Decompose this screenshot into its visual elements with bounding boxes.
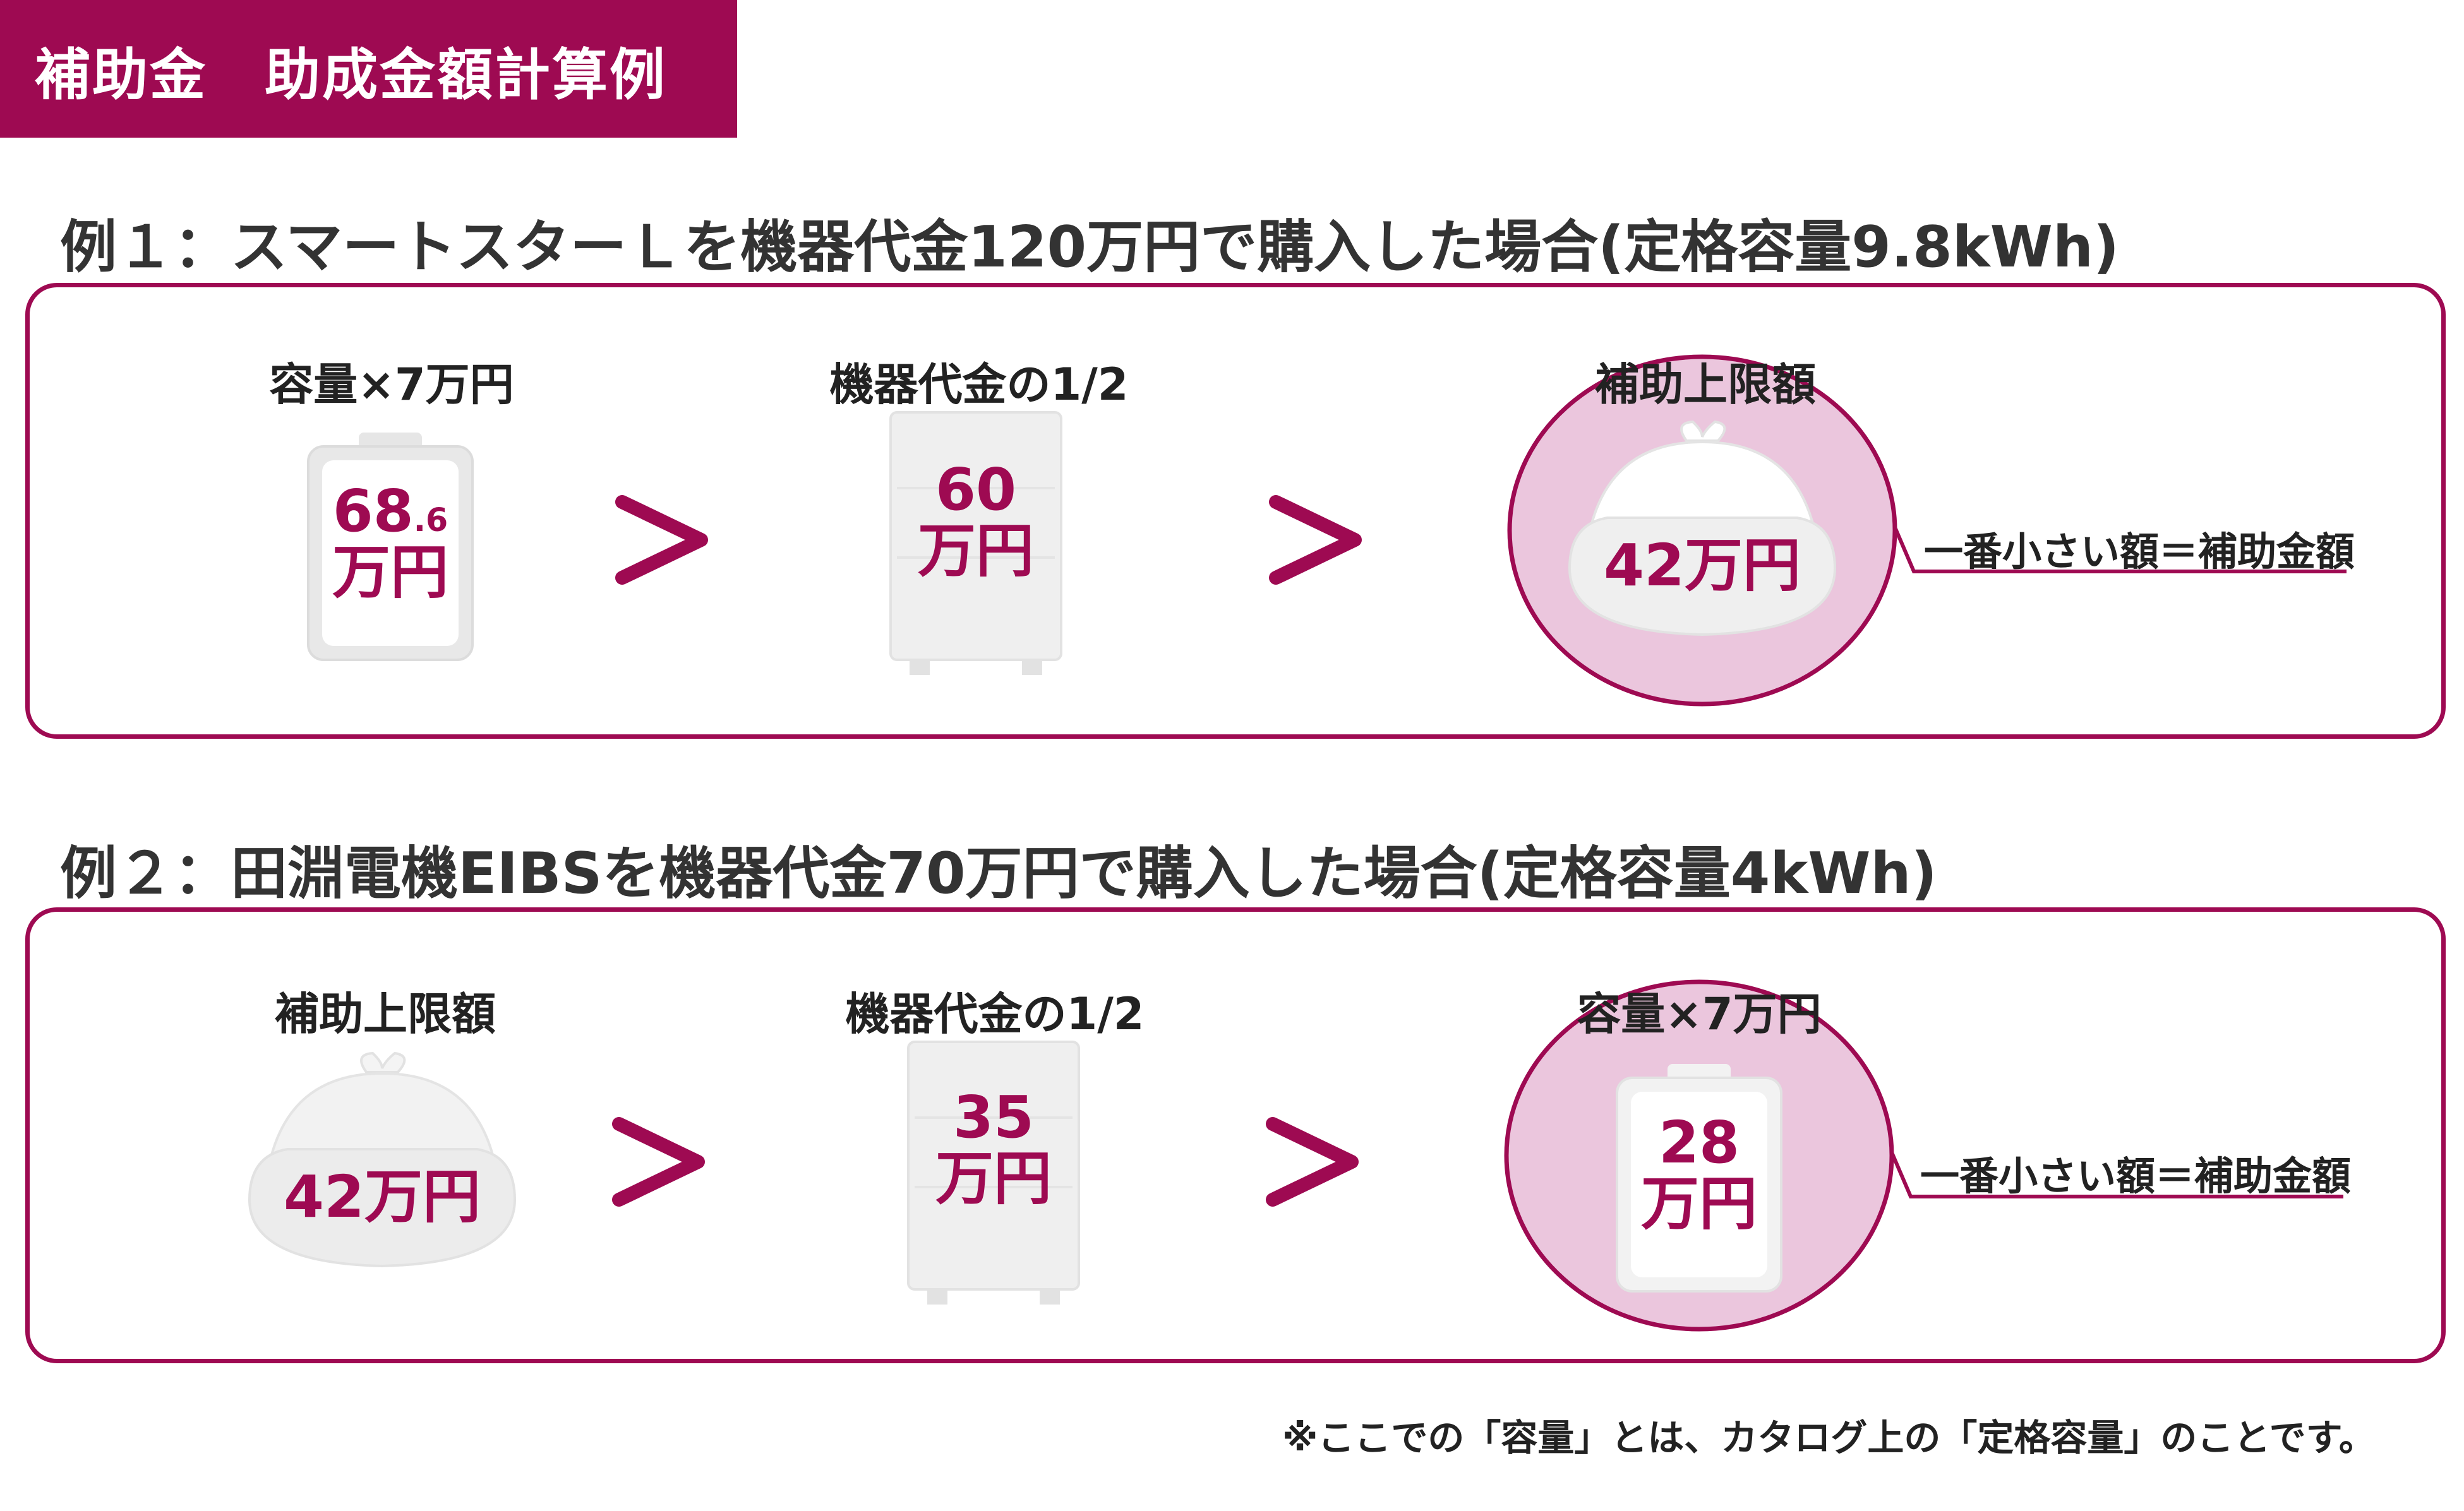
greater-than-icon [1269,495,1362,585]
value-unit: 万円 [1640,1169,1757,1238]
note-pointer-line [1893,526,2347,573]
example-1-step-3-value: 42万円 [1603,532,1801,599]
example-2-step-2-value: 35 万円 [899,1087,1088,1209]
example-2-step-2-label: 機器代金の1/2 [845,988,1145,1040]
coin-purse-icon [248,1051,517,1268]
value-unit: 万円 [935,1144,1052,1212]
value-number: 68 [332,477,414,545]
value-number: 35 [953,1084,1035,1151]
value-decimal: .6 [413,501,448,539]
example-1-step-1-label: 容量×7万円 [269,359,514,410]
footnote: ※ここでの「容量」とは、カタログ上の「定格容量」のことです。 [1282,1416,2376,1459]
header-tag: 補助金 助成金額計算例 [0,0,737,138]
example-1-step-2-value: 60 万円 [881,459,1071,585]
greater-than-icon [1266,1117,1359,1207]
coin-purse-icon [1568,420,1837,636]
example-1-note: 一番小さい額＝補助金額 [1924,529,2355,575]
example-2-step-1-label: 補助上限額 [275,988,496,1040]
greater-than-icon [612,1117,705,1207]
example-1-title: 例１：スマートスターＬを機器代金120万円で購入した場合(定格容量9.8kWh) [60,214,2120,280]
example-1-step-3-label: 補助上限額 [1595,359,1816,410]
value-number: 28 [1658,1109,1740,1176]
value-unit: 万円 [332,538,448,606]
storage-unit-icon [889,411,1062,675]
note-pointer-line [1890,1151,2343,1198]
example-2-step-3-value: 28 万円 [1604,1112,1794,1234]
page-title: 補助金 助成金額計算例 [35,42,668,107]
example-1-panel [25,283,2446,739]
example-2-step-1-value: 42万円 [283,1163,481,1231]
example-1-step-2-label: 機器代金の1/2 [829,359,1129,410]
battery-icon [307,433,474,661]
example-2-note: 一番小さい額＝補助金額 [1920,1153,2352,1199]
storage-unit-icon [907,1041,1080,1305]
example-2-title: 例２：田淵電機EIBSを機器代金70万円で購入した場合(定格容量4kWh) [60,840,1937,907]
example-1-step-1-value: 68.6 万円 [296,481,485,603]
example-2-panel [25,907,2446,1363]
battery-icon [1616,1064,1782,1293]
value-number: 60 [935,456,1017,523]
greater-than-icon [615,495,708,585]
example-2-step-3-label: 容量×7万円 [1577,988,1822,1040]
value-unit: 万円 [917,517,1034,585]
